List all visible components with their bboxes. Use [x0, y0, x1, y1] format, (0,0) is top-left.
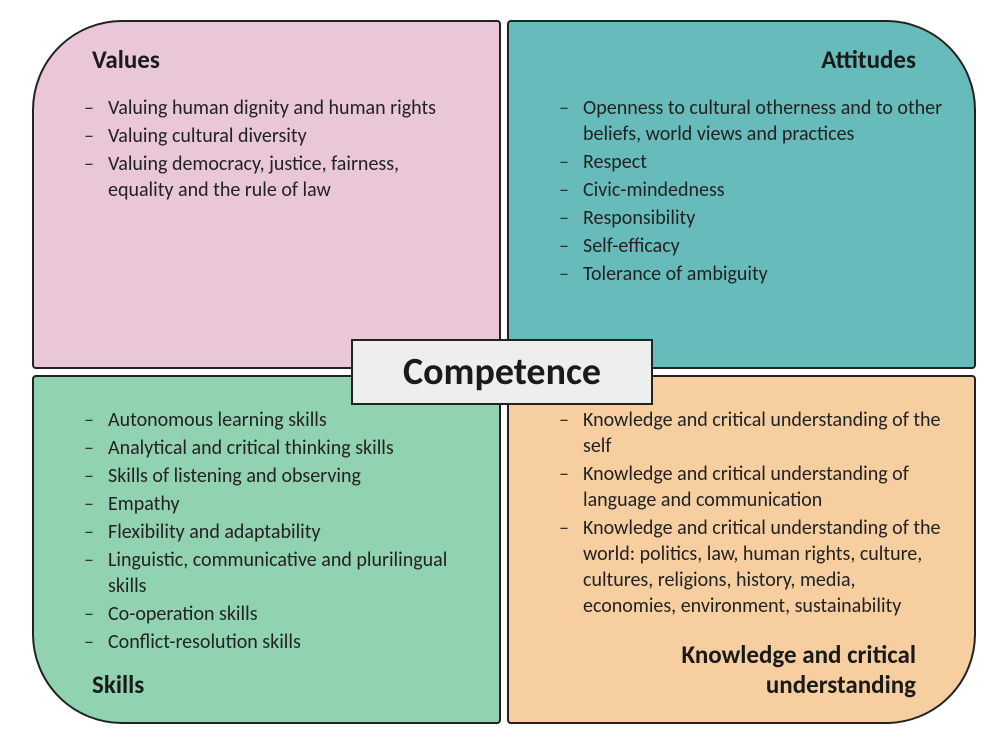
quadrant-title-attitudes: Attitudes: [539, 44, 944, 75]
list-item: Openness to cultural otherness and to ot…: [559, 95, 944, 147]
list-item: Respect: [559, 149, 944, 175]
list-item: Autonomous learning skills: [84, 407, 469, 433]
list-item: Co-operation skills: [84, 601, 469, 627]
list-item: Responsibility: [559, 205, 944, 231]
quadrant-attitudes: Attitudes Openness to cultural otherness…: [507, 20, 976, 369]
list-item: Conflict-resolution skills: [84, 629, 469, 655]
quadrant-title-skills: Skills: [64, 669, 469, 700]
list-item: Analytical and critical thinking skills: [84, 435, 469, 461]
list-item: Empathy: [84, 491, 469, 517]
quadrant-list-attitudes: Openness to cultural otherness and to ot…: [539, 89, 944, 345]
quadrant-list-values: Valuing human dignity and human rights V…: [64, 89, 469, 345]
list-item: Valuing cultural diversity: [84, 123, 469, 149]
quadrant-skills: Skills Autonomous learning skills Analyt…: [32, 375, 501, 724]
list-item: Skills of listening and observing: [84, 463, 469, 489]
center-label-competence: Competence: [351, 339, 653, 405]
list-item: Valuing democracy, justice, fairness, eq…: [84, 151, 469, 203]
quadrant-title-values: Values: [64, 44, 469, 75]
list-item: Tolerance of ambiguity: [559, 261, 944, 287]
quadrant-list-skills: Autonomous learning skills Analytical an…: [64, 399, 469, 659]
list-item: Flexibility and adaptability: [84, 519, 469, 545]
quadrant-list-knowledge: Knowledge and critical understanding of …: [539, 399, 944, 630]
list-item: Knowledge and critical understanding of …: [559, 461, 944, 513]
list-item: Self-efficacy: [559, 233, 944, 259]
quadrant-knowledge: Knowledge and critical understanding Kno…: [507, 375, 976, 724]
quadrant-values: Values Valuing human dignity and human r…: [32, 20, 501, 369]
list-item: Knowledge and critical understanding of …: [559, 515, 944, 619]
list-item: Knowledge and critical understanding of …: [559, 407, 944, 459]
list-item: Valuing human dignity and human rights: [84, 95, 469, 121]
quadrant-title-knowledge: Knowledge and critical understanding: [539, 640, 944, 700]
list-item: Civic-mindedness: [559, 177, 944, 203]
list-item: Linguistic, communicative and plurilingu…: [84, 547, 469, 599]
